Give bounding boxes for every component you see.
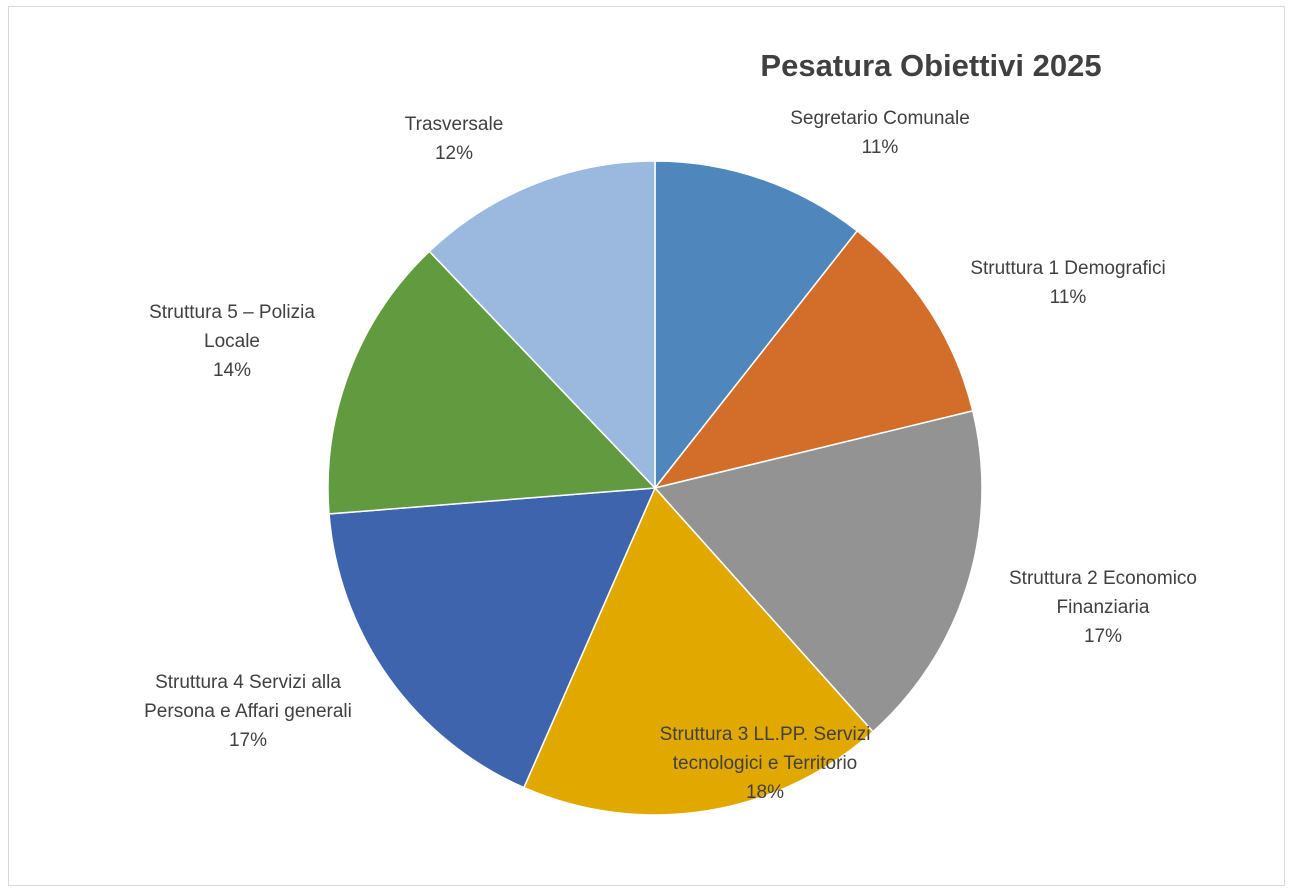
slice-percent-3: 17% — [1083, 626, 1123, 647]
slice-label-2: Struttura 1 Demografici 11% — [970, 254, 1165, 312]
pie-slice-2 — [653, 229, 974, 490]
slice-label-4: Struttura 3 LL.PP. Servizi tecnologici e … — [660, 720, 871, 807]
slice-percent-5: 17% — [228, 730, 268, 751]
slice-label-7-line-1: Trasversale — [404, 114, 504, 135]
pie-slice-3 — [653, 410, 983, 733]
pie-slices — [327, 160, 983, 816]
slice-label-6-line-1: Struttura 5 – Polizia — [149, 302, 315, 323]
slice-label-5-line-2: Persona e Affari generali — [144, 701, 352, 722]
slice-percent-1: 11% — [861, 137, 899, 158]
slice-percent-2: 11% — [1049, 287, 1087, 308]
slice-percent-6: 14% — [212, 360, 252, 381]
slice-label-2-line-1: Struttura 1 Demografici — [970, 258, 1166, 279]
slice-label-4-line-1: Struttura 3 LL.PP. Servizi — [659, 724, 871, 745]
slice-percent-4: 18% — [745, 782, 785, 803]
slice-label-3-line-2: Finanziaria — [1056, 597, 1150, 618]
pie-slice-7 — [428, 160, 656, 490]
slice-label-3: Struttura 2 Economico Finanziaria 17% — [1009, 564, 1197, 651]
slice-label-4-line-2: tecnologici e Territorio — [672, 753, 858, 774]
slice-label-7: Trasversale 12% — [405, 110, 504, 168]
slice-label-1-line-1: Segretario Comunale — [790, 108, 970, 129]
slice-label-6: Struttura 5 – Polizia Locale 14% — [149, 298, 315, 385]
pie-slice-5 — [328, 487, 657, 789]
slice-label-5: Struttura 4 Servizi alla Persona e Affari… — [144, 668, 352, 755]
pie-slice-4 — [522, 486, 875, 816]
slice-percent-7: 12% — [434, 143, 474, 164]
slice-label-5-line-1: Struttura 4 Servizi alla — [155, 672, 341, 693]
pie-slice-1 — [654, 160, 859, 491]
slice-label-3-line-1: Struttura 2 Economico — [1009, 568, 1197, 589]
pie-slice-6 — [327, 250, 657, 515]
slice-label-6-line-2: Locale — [204, 331, 260, 352]
chart-title: Pesatura Obiettivi 2025 — [760, 48, 1102, 83]
slice-label-1: Segretario Comunale 11% — [790, 104, 970, 162]
